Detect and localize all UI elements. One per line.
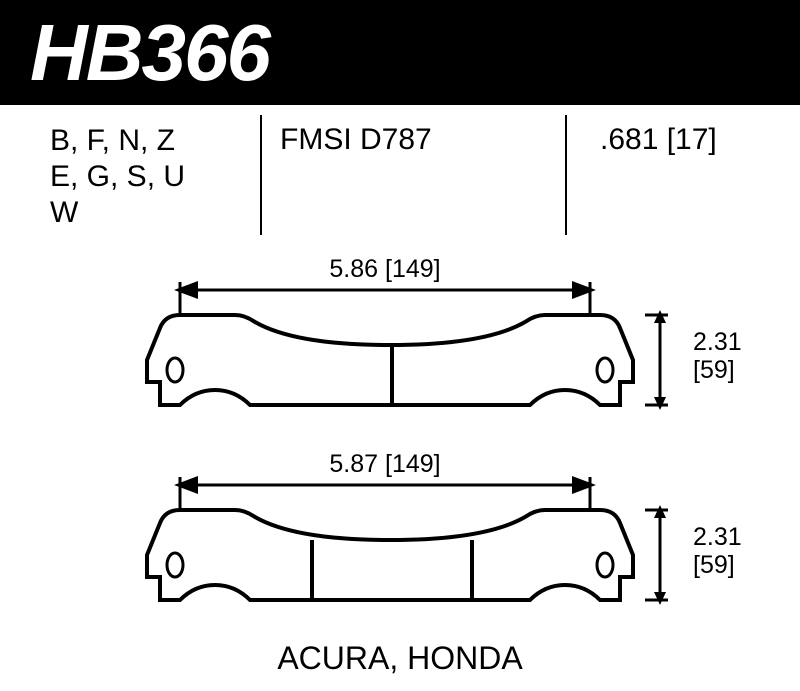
brake-pad-diagram: 5.86 [149] 2.31 [59] 5.87 [149]	[0, 260, 800, 640]
part-number-title: HB366	[30, 7, 269, 99]
pad2-height-label-1: 2.31	[693, 523, 763, 552]
codes-line-2: E, G, S, U	[50, 159, 185, 195]
pad1-height-label-1: 2.31	[693, 328, 763, 357]
header-bar: HB366	[0, 0, 800, 105]
pad2-height-label-2: [59]	[693, 551, 763, 580]
separator-line-2	[565, 115, 567, 235]
fmsi-code: FMSI D787	[280, 123, 432, 157]
pad1-outline	[145, 310, 635, 415]
vehicle-make-label: ACURA, HONDA	[0, 640, 800, 677]
thickness-value: .681 [17]	[600, 123, 717, 157]
codes-line-3: W	[50, 195, 185, 231]
separator-line-1	[260, 115, 262, 235]
codes-line-1: B, F, N, Z	[50, 123, 185, 159]
pad1-height-label-2: [59]	[693, 356, 763, 385]
compound-codes: B, F, N, Z E, G, S, U W	[50, 123, 185, 231]
pad1-height-arrow	[640, 305, 690, 415]
pad2-outline	[145, 505, 635, 610]
pad2-height-arrow	[640, 500, 690, 610]
